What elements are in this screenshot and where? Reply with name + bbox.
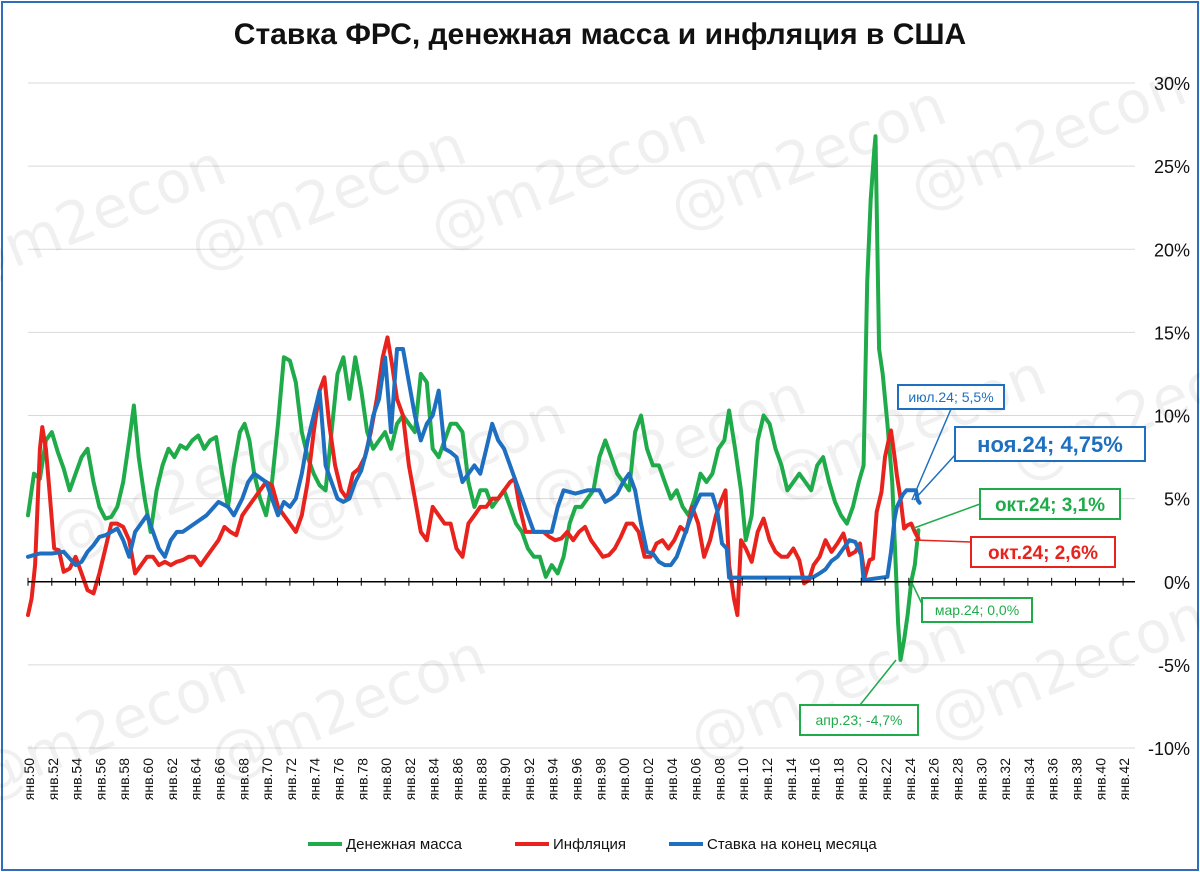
annotation-connector (913, 539, 972, 543)
x-tick-label: янв.78 (354, 758, 370, 800)
annotation-connector (913, 454, 956, 501)
x-tick-label: янв.68 (235, 758, 251, 800)
x-tick-label: янв.36 (1045, 758, 1061, 800)
y-tick-label: 20% (1154, 240, 1190, 260)
x-tick-label: янв.82 (402, 758, 418, 800)
x-tick-label: янв.60 (140, 758, 156, 800)
y-tick-label: 10% (1154, 407, 1190, 427)
x-tick-label: янв.06 (688, 758, 704, 800)
annotation-connector (913, 503, 981, 529)
x-tick-label: янв.38 (1068, 758, 1084, 800)
y-tick-label: 30% (1154, 74, 1190, 94)
x-tick-label: янв.40 (1092, 758, 1108, 800)
x-tick-label: янв.66 (211, 758, 227, 800)
annotation-box (979, 488, 1121, 520)
x-tick-label: янв.64 (188, 758, 204, 800)
x-tick-label: янв.92 (521, 758, 537, 800)
x-tick-label: янв.52 (45, 758, 61, 800)
x-tick-label: янв.34 (1021, 758, 1037, 800)
x-tick-label: янв.88 (473, 758, 489, 800)
x-tick-label: янв.32 (997, 758, 1013, 800)
x-tick-label: янв.90 (497, 758, 513, 800)
x-tick-label: янв.86 (450, 758, 466, 800)
annotations-layer: июл.24; 5,5% ноя.24; 4,75% окт.24; 3,1% окт… (799, 384, 1146, 736)
series-layer (26, 134, 922, 662)
x-tick-label: янв.28 (949, 758, 965, 800)
x-tick-label: янв.54 (69, 758, 85, 800)
annotation-label: окт.24; 2,6% (988, 543, 1098, 564)
annotation-label: ноя.24; 4,75% (977, 432, 1123, 457)
x-tick-label: янв.20 (854, 758, 870, 800)
x-tick-label: янв.04 (664, 758, 680, 800)
y-tick-label: 5% (1164, 490, 1190, 510)
x-tick-label: янв.26 (926, 758, 942, 800)
annotation-box (799, 704, 919, 736)
annotation-label: окт.24; 3,1% (995, 495, 1105, 516)
x-tick-label: янв.14 (783, 758, 799, 800)
y-tick-label: -10% (1148, 739, 1190, 759)
axes-layer: 30% 25% 20% 15% 10% 5% 0% -5% -10% янв.50 янв.52 ян… (21, 74, 1190, 800)
x-tick-label: янв.02 (640, 758, 656, 800)
series-line-1 (26, 134, 921, 662)
x-tick-label: янв.70 (259, 758, 275, 800)
x-tick-label: янв.94 (545, 758, 561, 800)
x-tick-label: янв.84 (426, 758, 442, 800)
legend-label: Ставка на конец месяца (707, 836, 877, 853)
x-tick-label: янв.10 (735, 758, 751, 800)
chart-title: Ставка ФРС, денежная масса и инфляция в … (233, 18, 967, 51)
annotation-box (921, 597, 1033, 623)
x-tick-label: янв.98 (592, 758, 608, 800)
x-tick-label: янв.72 (283, 758, 299, 800)
annotation-box (970, 536, 1116, 568)
y-tick-label: 25% (1154, 157, 1190, 177)
series-line-3 (26, 347, 922, 583)
x-tick-label: янв.12 (759, 758, 775, 800)
annotation-connector (911, 582, 923, 605)
series-line-2 (26, 335, 921, 617)
y-tick-label: 15% (1154, 323, 1190, 343)
x-tick-label: янв.62 (164, 758, 180, 800)
annotation-label: апр.23; -4,7% (816, 712, 903, 728)
annotation-label: июл.24; 5,5% (908, 389, 993, 405)
annotation-label: мар.24; 0,0% (935, 602, 1019, 618)
legend-label: Инфляция (553, 836, 626, 853)
x-tick-label: янв.74 (307, 758, 323, 800)
x-tick-label: янв.56 (92, 758, 108, 800)
x-tick-label: янв.58 (116, 758, 132, 800)
x-tick-label: янв.18 (830, 758, 846, 800)
x-tick-label: янв.96 (569, 758, 585, 800)
x-tick-label: янв.80 (378, 758, 394, 800)
legend-label: Денежная масса (346, 836, 463, 853)
x-tick-label: янв.00 (616, 758, 632, 800)
annotation-box (954, 426, 1146, 462)
x-tick-label: янв.76 (330, 758, 346, 800)
annotation-connector (911, 408, 952, 501)
x-tick-label: янв.50 (21, 758, 37, 800)
annotation-box (897, 384, 1005, 410)
annotation-connector (859, 659, 897, 706)
x-tick-label: янв.16 (807, 758, 823, 800)
y-tick-label: -5% (1158, 656, 1190, 676)
x-tick-label: янв.24 (902, 758, 918, 800)
y-tick-label: 0% (1164, 573, 1190, 593)
x-tick-label: янв.42 (1116, 758, 1132, 800)
x-tick-label: янв.08 (711, 758, 727, 800)
legend: Денежная масса Инфляция Ставка на конец ме… (308, 836, 877, 853)
x-tick-label: янв.22 (878, 758, 894, 800)
x-tick-label: янв.30 (973, 758, 989, 800)
